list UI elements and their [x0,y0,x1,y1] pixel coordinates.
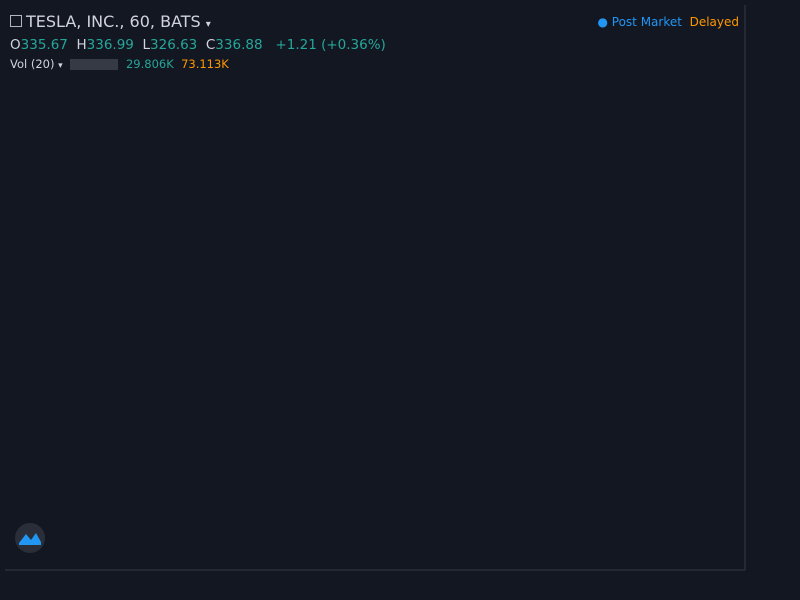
delay: Delayed [689,15,739,29]
ohlc-label: O [10,37,21,53]
status-text: Post Market [611,15,682,29]
volume-ma: 73.113K [181,57,229,71]
ohlc-row: O335.67 H336.99 L326.63 C336.88 +1.21 (+… [10,37,386,53]
logo-mark [19,533,41,545]
ohlc-value: 326.63 [150,37,198,53]
ohlc-label: H [76,37,87,53]
ohlc-value: 336.88 [215,37,263,53]
indicator-buttons[interactable] [70,59,119,70]
market-status: ● Post Market Delayed [597,15,739,29]
dropdown[interactable]: ▾ [205,19,211,30]
symbol[interactable]: TESLA, INC., 60, BATS [26,12,201,31]
volume-value: 29.806K [125,57,174,71]
change: +1.21 (+0.36%) [275,37,386,53]
volume-title[interactable]: Vol (20) [10,57,55,71]
ohlc-label: L [142,37,151,53]
volume-row: Vol (20) ▾ 29.806K 73.113K [10,57,229,71]
ohlc-value: 335.67 [20,37,68,53]
logo[interactable] [15,523,45,553]
collapse-button[interactable] [10,15,22,27]
status: ● Post Market [597,15,682,29]
ohlc-value: 336.99 [86,37,134,53]
symbol-row: TESLA, INC., 60, BATS ▾ [10,12,211,31]
ohlc-label: C [205,37,216,53]
